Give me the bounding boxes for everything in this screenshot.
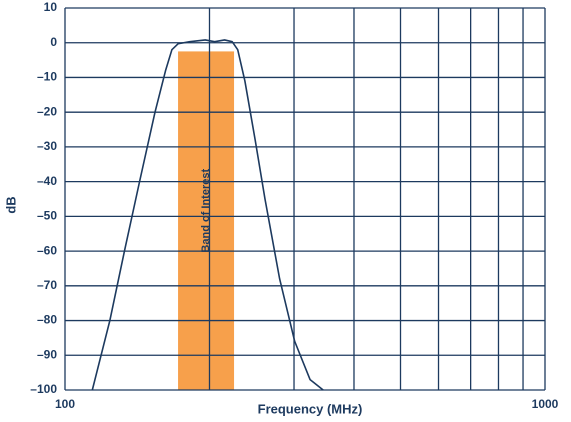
x-tick-label: 1000 [532,397,559,411]
y-tick-label: –30 [37,139,57,153]
y-tick-label: 10 [44,0,58,14]
y-tick-label: –50 [37,209,57,223]
y-tick-label: –100 [30,382,57,396]
y-tick-label: –70 [37,278,57,292]
x-axis-label: Frequency (MHz) [258,401,363,416]
y-tick-label: –10 [37,70,57,84]
y-tick-label: –80 [37,313,57,327]
line [91,39,324,391]
y-axis-label: dB [3,196,18,213]
y-tick-label: –60 [37,243,57,257]
band [178,51,235,391]
y-tick-label: –90 [37,347,57,361]
x-tick-label: 100 [55,397,75,411]
y-tick-label: 0 [50,35,57,49]
y-tick-label: –40 [37,174,57,188]
y-tick-label: –20 [37,104,57,118]
